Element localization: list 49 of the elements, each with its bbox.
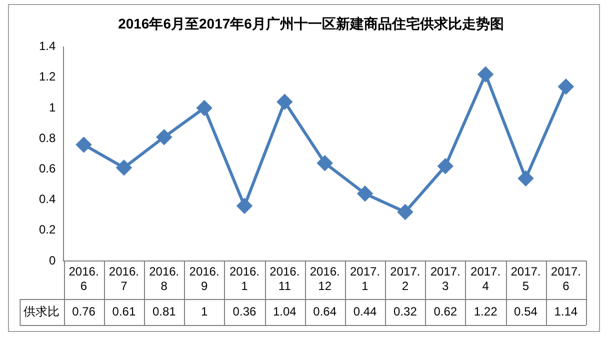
point: [277, 94, 292, 110]
x-tick-label: 2017.2: [390, 264, 420, 293]
x-tick-label: 2016.1: [229, 264, 260, 293]
point: [438, 158, 453, 174]
y-tick-label: 0: [48, 253, 56, 268]
data-label: 0.32: [394, 304, 418, 318]
x-tick-label: 2017.5: [510, 264, 541, 293]
x-tick-label: 2016.9: [189, 264, 220, 293]
point: [478, 66, 494, 82]
point: [518, 170, 534, 186]
y-tick-label: 0.6: [38, 162, 56, 176]
y-tick-label: 0.4: [38, 192, 56, 206]
x-tick-label: 2017.3: [430, 264, 460, 293]
chart-title: 2016年6月至2017年6月广州十一区新建商品住宅供求比走势图: [118, 15, 504, 32]
point: [116, 160, 132, 176]
y-tick-label: 0.8: [38, 130, 56, 145]
x-tick-label: 2017.6: [550, 264, 581, 293]
y-tick-label: 0.2: [38, 222, 56, 237]
data-label: 0.44: [353, 304, 378, 318]
x-tick-label: 2016.11: [270, 264, 300, 293]
point: [236, 198, 252, 214]
x-tick-label: 2016.8: [149, 264, 180, 293]
data-label: 0.54: [514, 304, 538, 318]
text: 供求比: [24, 304, 60, 318]
data-label: 0.36: [232, 304, 256, 318]
data-label: 1.14: [554, 304, 578, 318]
x-tick-label: 2017.1: [350, 264, 380, 293]
point: [196, 100, 212, 116]
data-label: 0.81: [152, 304, 176, 318]
data-label: 0.64: [313, 304, 337, 318]
y-tick-label: 1.2: [38, 70, 56, 84]
data-label: 0.61: [112, 304, 136, 318]
point: [156, 130, 172, 145]
x-tick-label: 2016.7: [108, 264, 139, 293]
x-tick-label: 2016.12: [310, 264, 340, 293]
data-label: 1.22: [474, 304, 498, 318]
data-label: 1: [200, 304, 208, 318]
point: [398, 204, 413, 220]
point: [558, 79, 574, 94]
x-tick-label: 2017.4: [470, 264, 501, 293]
x-tick-label: 2016.6: [68, 264, 99, 293]
y-tick-label: 1: [48, 100, 56, 114]
point: [76, 137, 92, 152]
y-tick-label: 1.4: [38, 39, 56, 54]
data-label: 0.62: [434, 304, 458, 318]
point: [317, 156, 332, 171]
data-label: 1.04: [272, 304, 297, 318]
data-label: 0.76: [72, 304, 96, 318]
point: [358, 186, 373, 202]
